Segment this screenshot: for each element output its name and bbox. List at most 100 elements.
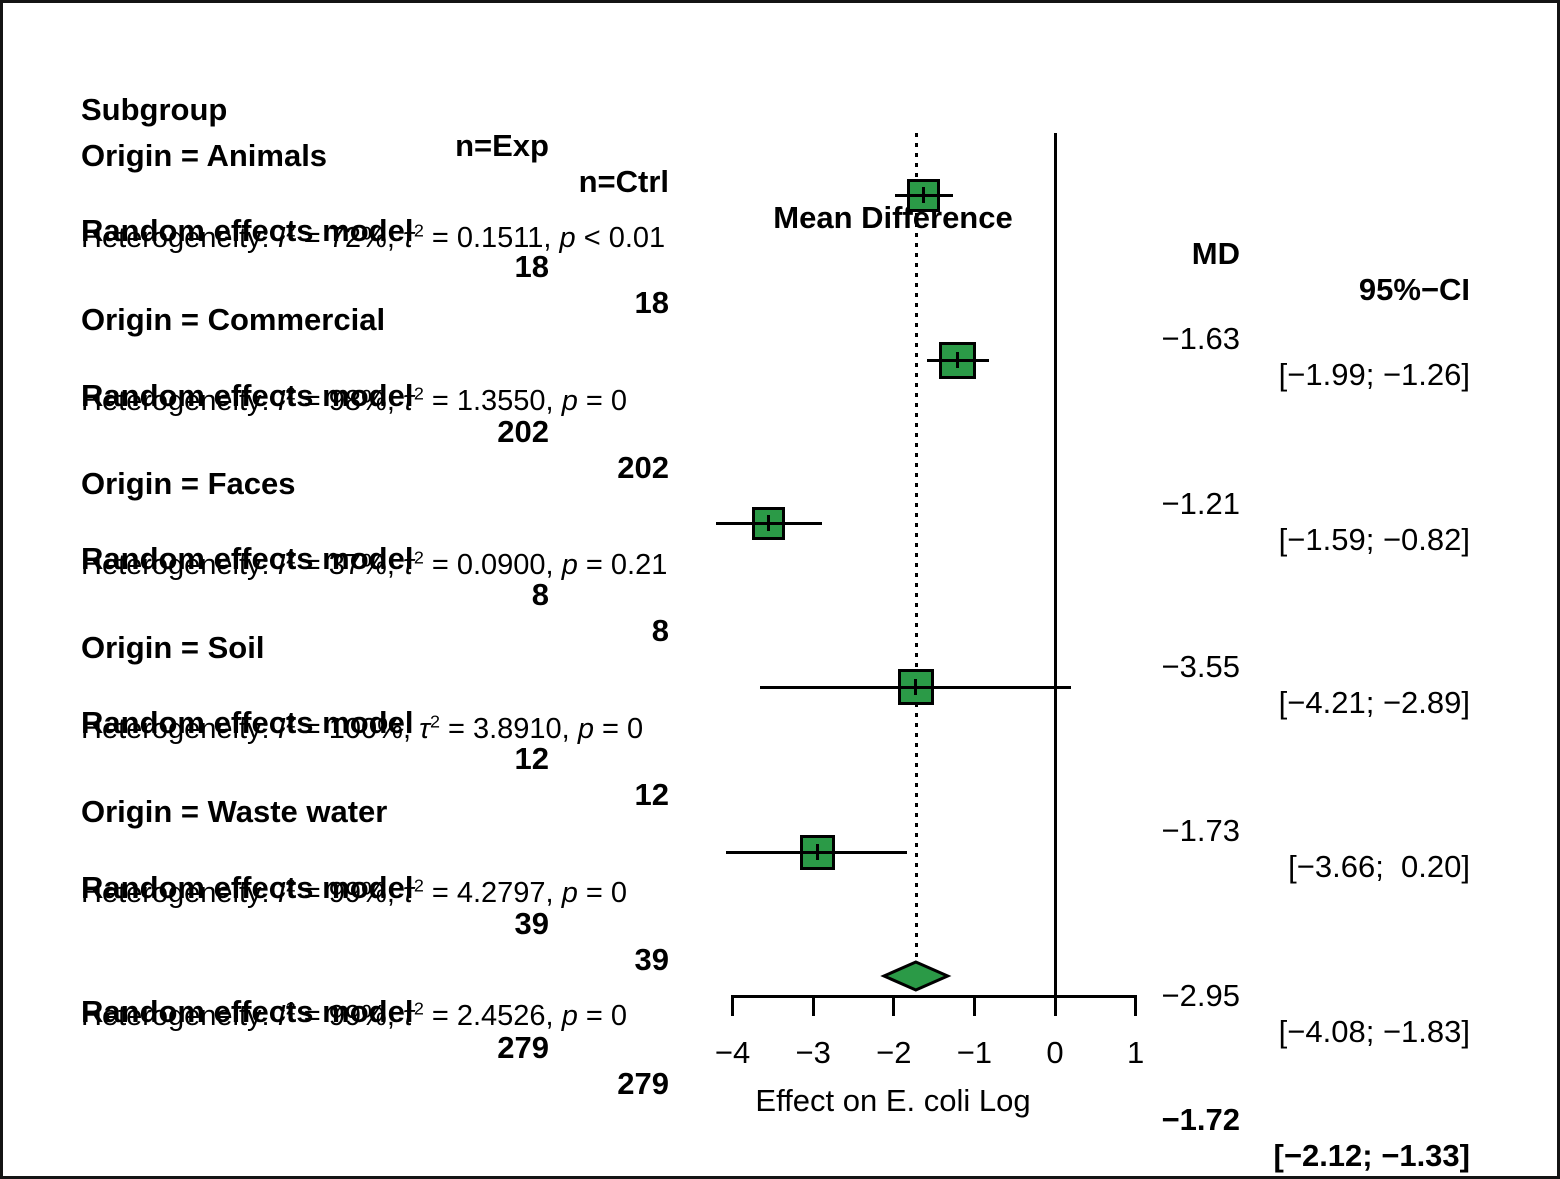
het-p-symbol: p <box>561 1000 578 1032</box>
x-axis-tick-label: −2 <box>876 1035 912 1070</box>
x-axis-tick <box>972 995 976 1016</box>
ci-value: [−4.08; −1.83] <box>1278 1014 1470 1049</box>
subgroup-label: Origin = Faces <box>81 466 296 501</box>
het-sup: 2 <box>285 220 296 241</box>
ci-value: [−1.59; −0.82] <box>1278 522 1470 557</box>
x-axis-line <box>731 995 1138 998</box>
het-tau-symbol: τ <box>402 549 414 581</box>
n-ctrl-value: 39 <box>634 942 669 977</box>
point-estimate-tick <box>767 515 771 531</box>
n-ctrl-value: 18 <box>634 285 669 320</box>
het-sup: 2 <box>413 998 424 1019</box>
het-tau2-value: = 4.2797, <box>423 877 562 909</box>
het-p-value: = 0.21 <box>577 549 668 581</box>
model-name: Random effects model <box>81 994 414 1029</box>
overall-diamond-shape <box>880 960 952 992</box>
het-sup: 2 <box>285 875 296 896</box>
het-sup: 2 <box>413 383 424 404</box>
het-sup: 2 <box>413 547 424 568</box>
n-exp-value: 8 <box>531 577 549 612</box>
subgroup-result-row: Random effects model 18 18 −1.63 [−1.99;… <box>3 177 1557 392</box>
subgroup-result-row: Random effects model 39 39 −2.95 [−4.08;… <box>3 834 1557 1049</box>
md-value: −3.55 <box>1161 649 1240 684</box>
het-sup: 2 <box>429 711 440 732</box>
header-n-ctrl: n=Ctrl <box>578 164 669 199</box>
subgroup-result-row: Random effects model 12 12 −1.73 [−3.66;… <box>3 669 1557 884</box>
het-sup: 2 <box>285 547 296 568</box>
het-i-symbol: I <box>277 877 286 909</box>
x-axis-tick <box>1053 995 1057 1016</box>
overall-diamond <box>880 960 952 992</box>
het-prefix: Heterogeneity: <box>81 877 278 909</box>
ci-value: [−2.12; −1.33] <box>1273 1138 1470 1173</box>
subgroup-label: Origin = Animals <box>81 138 328 173</box>
reference-dotted-line <box>914 133 918 960</box>
het-tau2-value: = 0.0900, <box>423 549 562 581</box>
n-ctrl-value: 202 <box>617 450 669 485</box>
ci-value: [−1.99; −1.26] <box>1278 357 1470 392</box>
md-value: −1.21 <box>1161 486 1240 521</box>
heterogeneity-text: Heterogeneity: I2 = 72%, τ2 = 0.1511, p … <box>81 220 1557 258</box>
het-p-value: < 0.01 <box>575 222 666 254</box>
het-i2-value: = 99%, <box>295 1000 403 1032</box>
md-value: −1.72 <box>1161 1102 1240 1137</box>
md-value: −2.95 <box>1161 978 1240 1013</box>
het-prefix: Heterogeneity: <box>81 713 278 745</box>
subgroup-result-row: Random effects model 202 202 −1.21 [−1.5… <box>3 342 1557 557</box>
het-prefix: Heterogeneity: <box>81 222 278 254</box>
het-sup: 2 <box>285 383 296 404</box>
md-value: −1.73 <box>1161 813 1240 848</box>
het-prefix: Heterogeneity: <box>81 385 278 417</box>
x-axis-tick-label: −4 <box>714 1035 751 1070</box>
het-p-value: = 0 <box>577 385 628 417</box>
het-tau2-value: = 0.1511, <box>423 222 560 254</box>
subgroup-label: Origin = Commercial <box>81 302 386 337</box>
header-ci: 95%−CI <box>1358 272 1470 307</box>
md-value: −1.63 <box>1161 321 1240 356</box>
het-prefix: Heterogeneity: <box>81 549 278 581</box>
point-estimate-tick <box>914 679 918 695</box>
het-p-symbol: p <box>561 385 578 417</box>
overall-result-row: Random effects model 279 279 −1.72 [−2.1… <box>3 958 1557 1173</box>
header-md: MD <box>1191 236 1240 271</box>
het-tau-symbol: τ <box>402 877 414 909</box>
point-estimate-tick <box>955 352 959 368</box>
het-sup: 2 <box>413 875 424 896</box>
het-tau-symbol: τ <box>419 713 430 745</box>
heterogeneity-text: Heterogeneity: I2 = 100%, τ2 = 3.8910, p… <box>81 711 1557 749</box>
het-i-symbol: I <box>277 713 286 745</box>
x-axis-tick-label: −3 <box>795 1035 831 1070</box>
x-axis-tick <box>731 995 735 1016</box>
subgroup-result-row: Random effects model 8 8 −3.55 [−4.21; −… <box>3 505 1557 720</box>
het-i2-value: = 98%, <box>295 385 403 417</box>
het-tau2-value: = 2.4526, <box>423 1000 562 1032</box>
point-estimate-tick <box>922 187 926 203</box>
het-tau2-value: = 3.8910, <box>439 713 578 745</box>
model-name: Random effects model <box>81 378 414 413</box>
n-exp-value: 202 <box>497 414 549 449</box>
ci-value: [−3.66; 0.20] <box>1288 849 1470 884</box>
het-sup: 2 <box>285 711 296 732</box>
het-i-symbol: I <box>277 549 286 581</box>
het-prefix: Heterogeneity: <box>81 1000 278 1032</box>
model-name: Random effects model <box>81 541 414 576</box>
point-estimate-tick <box>815 844 819 860</box>
het-i2-value: = 99%, <box>295 877 403 909</box>
het-i-symbol: I <box>277 222 286 254</box>
header-n-exp: n=Exp <box>455 128 549 163</box>
het-sup: 2 <box>413 220 424 241</box>
table-header: Subgroup n=Exp n=Ctrl Mean Difference MD… <box>3 56 1557 307</box>
het-i2-value: = 37%, <box>295 549 403 581</box>
n-exp-value: 18 <box>514 249 549 284</box>
het-p-symbol: p <box>559 222 576 254</box>
forest-plot-area: −4 −3 −2 −1 0 1 Effect on E. coli Log <box>3 3 1557 1176</box>
n-exp-value: 39 <box>514 906 549 941</box>
x-axis-tick <box>892 995 896 1016</box>
x-axis-tick <box>1134 995 1138 1016</box>
model-name: Random effects model <box>81 213 414 248</box>
zero-line <box>1053 133 1057 996</box>
x-axis-tick-label: −1 <box>956 1035 993 1070</box>
n-exp-value: 279 <box>497 1030 549 1065</box>
n-ctrl-value: 12 <box>634 777 669 812</box>
